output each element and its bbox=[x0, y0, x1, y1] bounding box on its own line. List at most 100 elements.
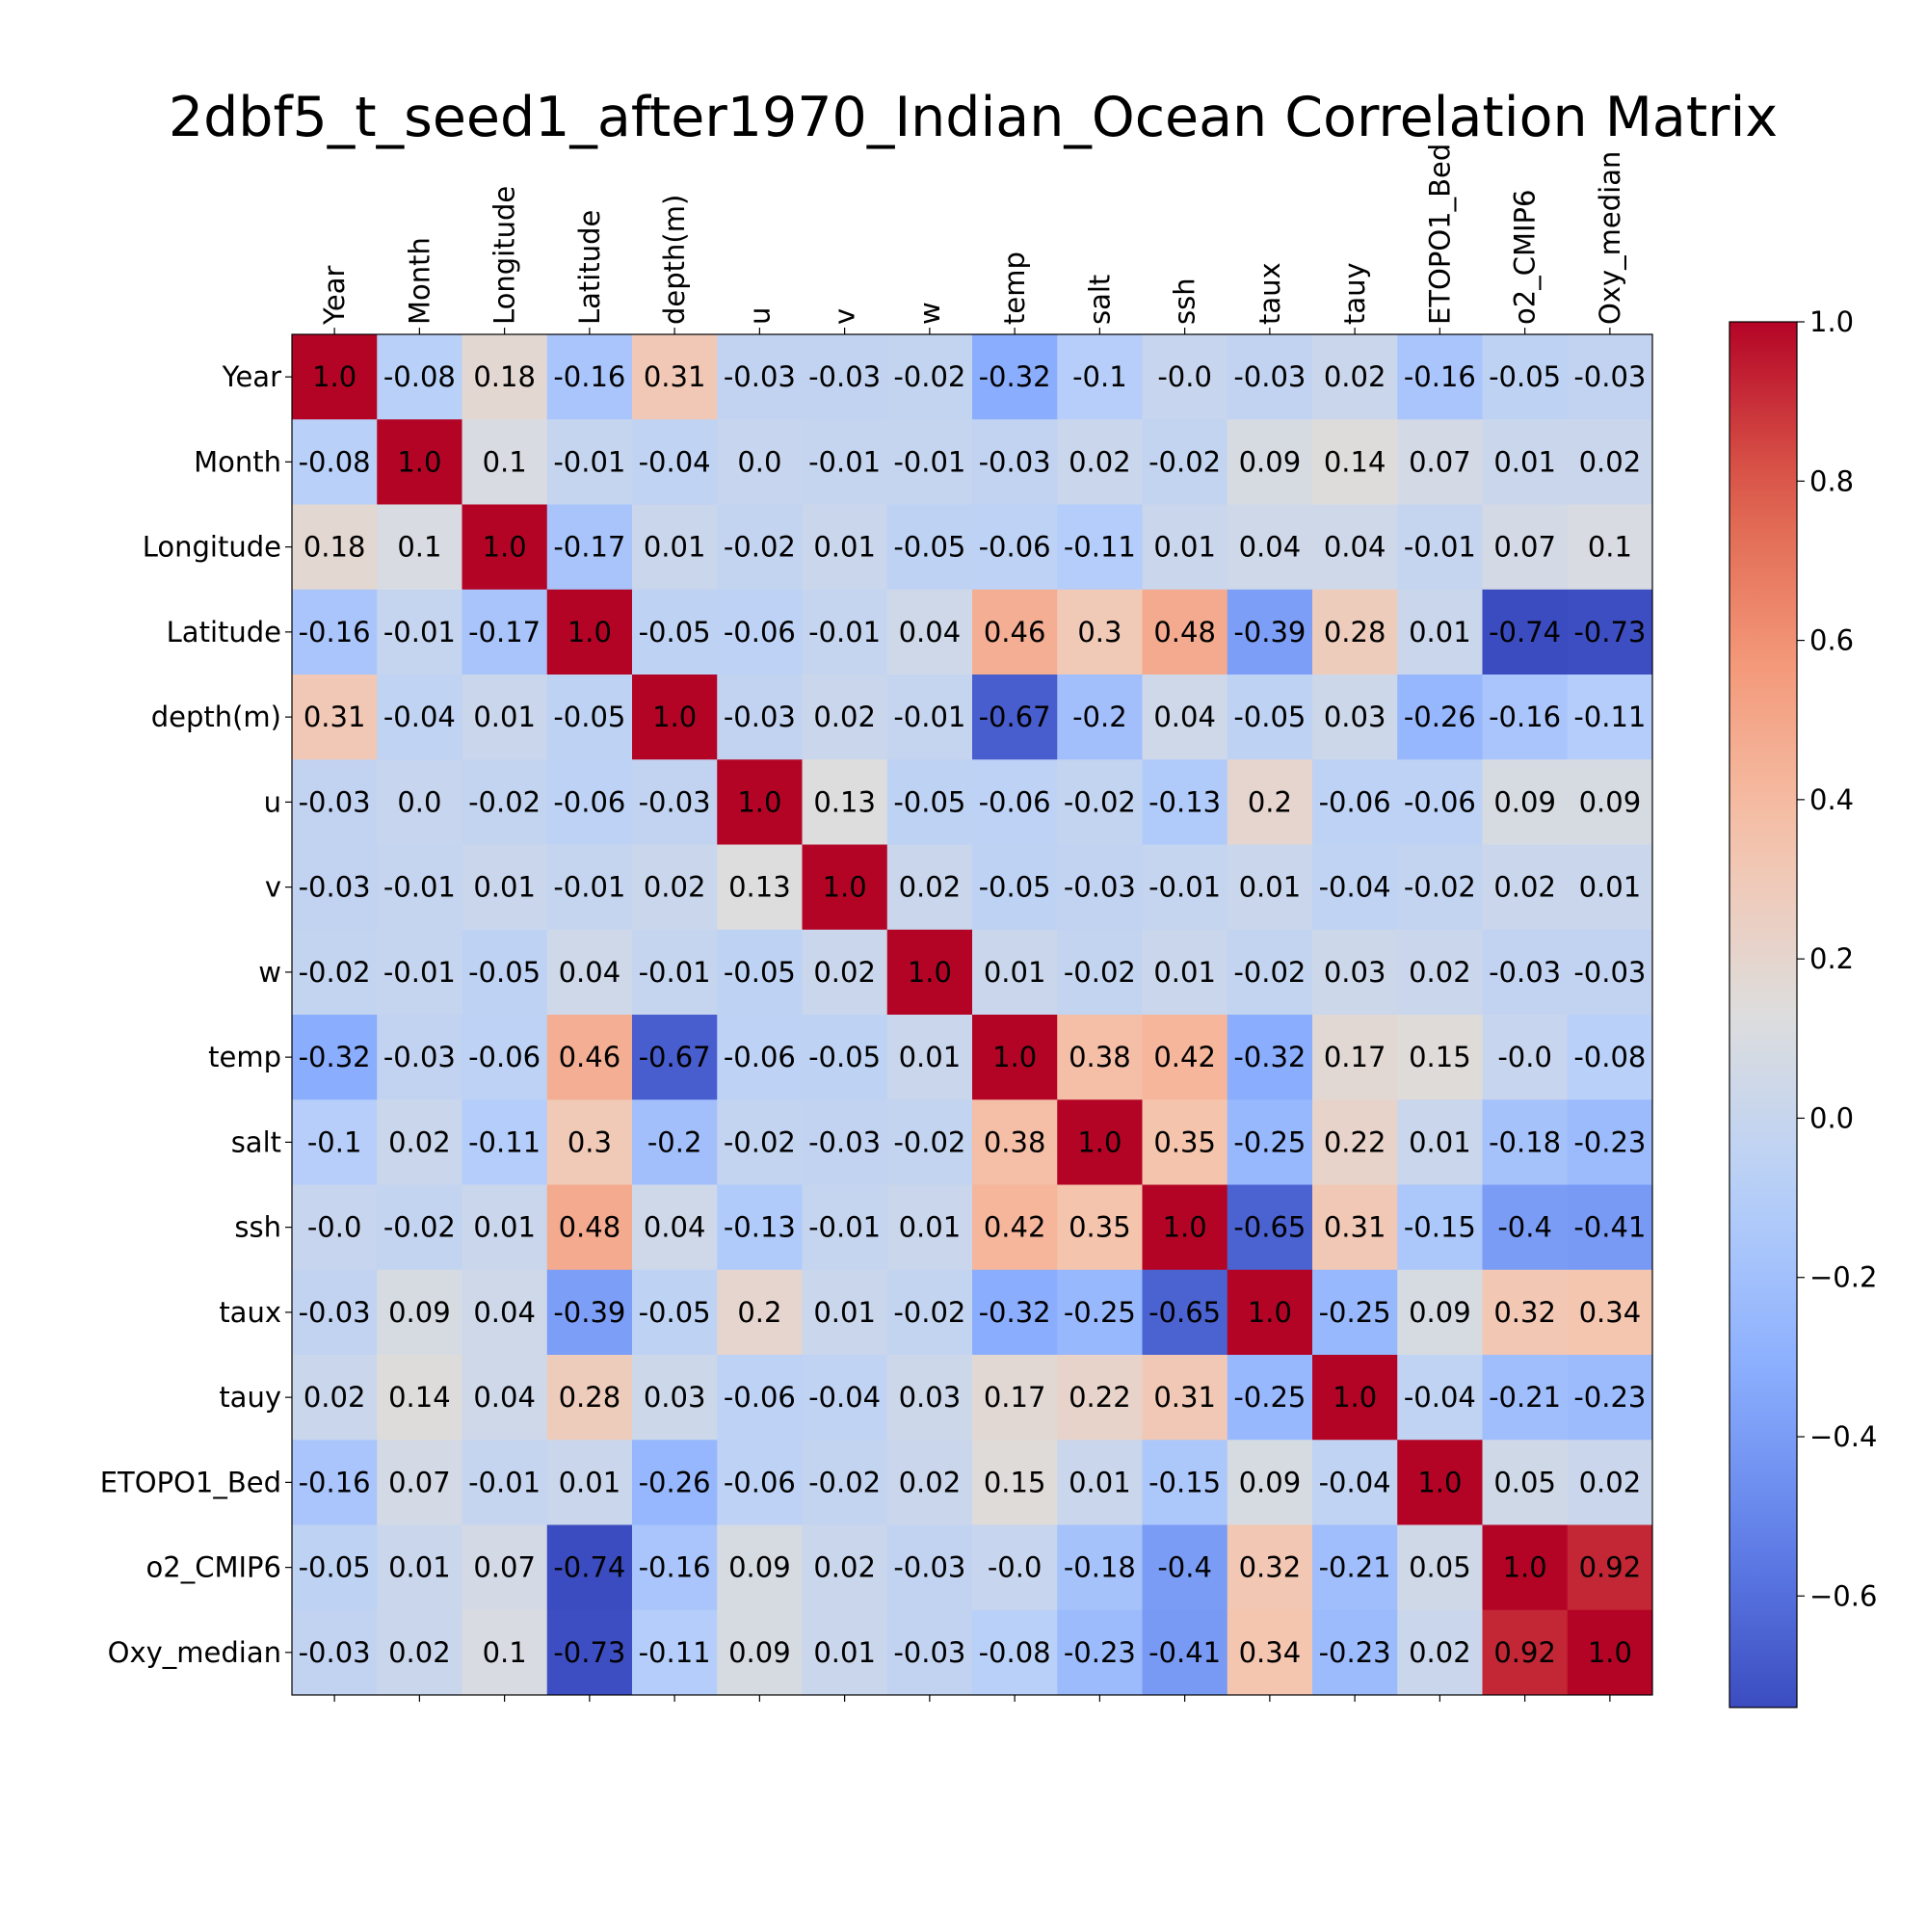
heatmap-cell bbox=[1567, 1099, 1653, 1185]
cell-value-label: -0.02 bbox=[1064, 785, 1136, 818]
cell-value-label: -0.06 bbox=[724, 616, 796, 648]
cell-value-label: 0.13 bbox=[728, 871, 791, 904]
cell-value-label: 0.04 bbox=[1153, 701, 1216, 733]
heatmap-cell bbox=[802, 419, 888, 505]
cell-value-label: 1.0 bbox=[823, 871, 867, 904]
heatmap-cell bbox=[1142, 844, 1228, 931]
cell-value-label: 0.15 bbox=[984, 1466, 1046, 1498]
heatmap-cell bbox=[1397, 589, 1483, 675]
heatmap-cell bbox=[1057, 1269, 1143, 1356]
heatmap-cell bbox=[717, 1524, 803, 1611]
heatmap-cell bbox=[886, 929, 973, 1016]
heatmap-cell bbox=[546, 504, 633, 591]
cell-value-label: 0.02 bbox=[813, 1551, 876, 1584]
cell-value-label: -0.11 bbox=[1064, 531, 1136, 564]
heatmap-cell bbox=[1057, 1609, 1143, 1696]
heatmap-cell bbox=[1142, 759, 1228, 845]
heatmap-cell bbox=[1057, 589, 1143, 675]
heatmap-cell bbox=[377, 1440, 462, 1525]
colorbar-gradient bbox=[1729, 322, 1797, 1707]
heatmap-cell bbox=[1227, 844, 1313, 931]
cell-value-label: -0.41 bbox=[1148, 1636, 1221, 1669]
cell-value-label: -0.23 bbox=[1573, 1381, 1646, 1414]
cell-value-label: 0.34 bbox=[1579, 1296, 1642, 1329]
cell-value-label: -0.15 bbox=[1148, 1466, 1221, 1498]
cell-value-label: 0.03 bbox=[899, 1381, 962, 1414]
cell-value-label: -0.25 bbox=[1233, 1125, 1306, 1158]
heatmap-cell bbox=[546, 1355, 633, 1441]
heatmap-cell bbox=[1142, 1184, 1228, 1271]
cell-value-label: 0.1 bbox=[397, 531, 441, 564]
cell-value-label: -0.03 bbox=[893, 1636, 965, 1669]
heatmap-cell bbox=[1312, 759, 1398, 845]
heatmap-cell bbox=[1397, 1440, 1483, 1525]
cell-value-label: 1.0 bbox=[483, 531, 527, 564]
heatmap-cell bbox=[546, 589, 633, 675]
x-axis-ticks: Year Month Longitude Latitude depth(m) u v w tem… bbox=[318, 144, 1626, 1702]
heatmap-cell bbox=[292, 1609, 378, 1696]
cell-value-label: 0.01 bbox=[899, 1211, 962, 1244]
cell-value-label: 0.14 bbox=[388, 1381, 451, 1414]
heatmap-cell bbox=[1142, 1355, 1228, 1441]
heatmap-cell bbox=[717, 419, 803, 505]
cell-value-label: -0.05 bbox=[639, 1296, 711, 1329]
colorbar-tick-label: 0.0 bbox=[1809, 1101, 1854, 1134]
heatmap-cell bbox=[1397, 334, 1483, 420]
cell-value-label: 0.09 bbox=[728, 1636, 791, 1669]
heatmap-cell bbox=[802, 1015, 888, 1100]
heatmap-cell bbox=[1142, 1609, 1228, 1696]
cell-value-label: 1.0 bbox=[312, 360, 356, 393]
heatmap-cell bbox=[1142, 1015, 1228, 1100]
heatmap-cell bbox=[1567, 334, 1653, 420]
heatmap-cell bbox=[546, 1269, 633, 1356]
heatmap-cell bbox=[1312, 844, 1398, 931]
cell-value-label: -0.01 bbox=[553, 871, 625, 904]
cell-value-label: -0.0 bbox=[1497, 1041, 1552, 1073]
heatmap-cell bbox=[377, 419, 462, 505]
heatmap-cell bbox=[886, 1609, 973, 1696]
cell-value-label: 1.0 bbox=[992, 1041, 1037, 1073]
cell-value-label: 0.32 bbox=[1493, 1296, 1556, 1329]
cell-value-label: 1.0 bbox=[737, 785, 781, 818]
heatmap-cell bbox=[717, 1015, 803, 1100]
heatmap-cell bbox=[886, 419, 973, 505]
heatmap-cell bbox=[886, 504, 973, 591]
heatmap-cell bbox=[1397, 759, 1483, 845]
heatmap-cell bbox=[462, 1524, 548, 1611]
heatmap-cell bbox=[1482, 334, 1569, 420]
heatmap-cell bbox=[1567, 1524, 1653, 1611]
heatmap-cell bbox=[972, 504, 1058, 591]
cell-value-label: -0.03 bbox=[1064, 871, 1136, 904]
cell-value-label: -0.02 bbox=[1148, 445, 1221, 478]
cell-value-label: 0.01 bbox=[1239, 871, 1302, 904]
colorbar-tick-label: 0.2 bbox=[1809, 942, 1854, 975]
heatmap-cell bbox=[802, 504, 888, 591]
cell-value-label: 1.0 bbox=[1503, 1551, 1547, 1584]
cell-value-label: -0.11 bbox=[639, 1636, 711, 1669]
heatmap-cell bbox=[972, 1184, 1058, 1271]
cell-value-label: -0.03 bbox=[893, 1551, 965, 1584]
cell-value-label: 0.17 bbox=[984, 1381, 1046, 1414]
heatmap-cell bbox=[1312, 589, 1398, 675]
cell-value-label: -0.18 bbox=[1489, 1125, 1561, 1158]
cell-value-label: 0.02 bbox=[388, 1636, 451, 1669]
cell-value-label: 0.01 bbox=[644, 531, 706, 564]
cell-value-label: 0.31 bbox=[1153, 1381, 1216, 1414]
y-tick-label: w bbox=[258, 956, 281, 989]
heatmap-cell bbox=[972, 1524, 1058, 1611]
heatmap-cell bbox=[717, 759, 803, 845]
heatmap-cell bbox=[1567, 589, 1653, 675]
x-tick-label: Month bbox=[403, 237, 436, 325]
cell-value-label: -0.06 bbox=[553, 785, 625, 818]
y-axis-ticks: Year Month Longitude Latitude depth(m) u v w tem… bbox=[100, 360, 292, 1669]
y-tick-label: Oxy_median bbox=[108, 1636, 281, 1669]
y-tick-label: Month bbox=[194, 445, 281, 478]
y-tick-label: temp bbox=[208, 1041, 281, 1073]
heatmap-cell bbox=[1567, 1609, 1653, 1696]
cell-value-label: 0.01 bbox=[1069, 1466, 1131, 1498]
heatmap-cell bbox=[1312, 1440, 1398, 1525]
cell-value-label: 0.03 bbox=[1324, 956, 1386, 989]
heatmap-cell bbox=[802, 1609, 888, 1696]
cell-value-label: -0.03 bbox=[1573, 360, 1646, 393]
